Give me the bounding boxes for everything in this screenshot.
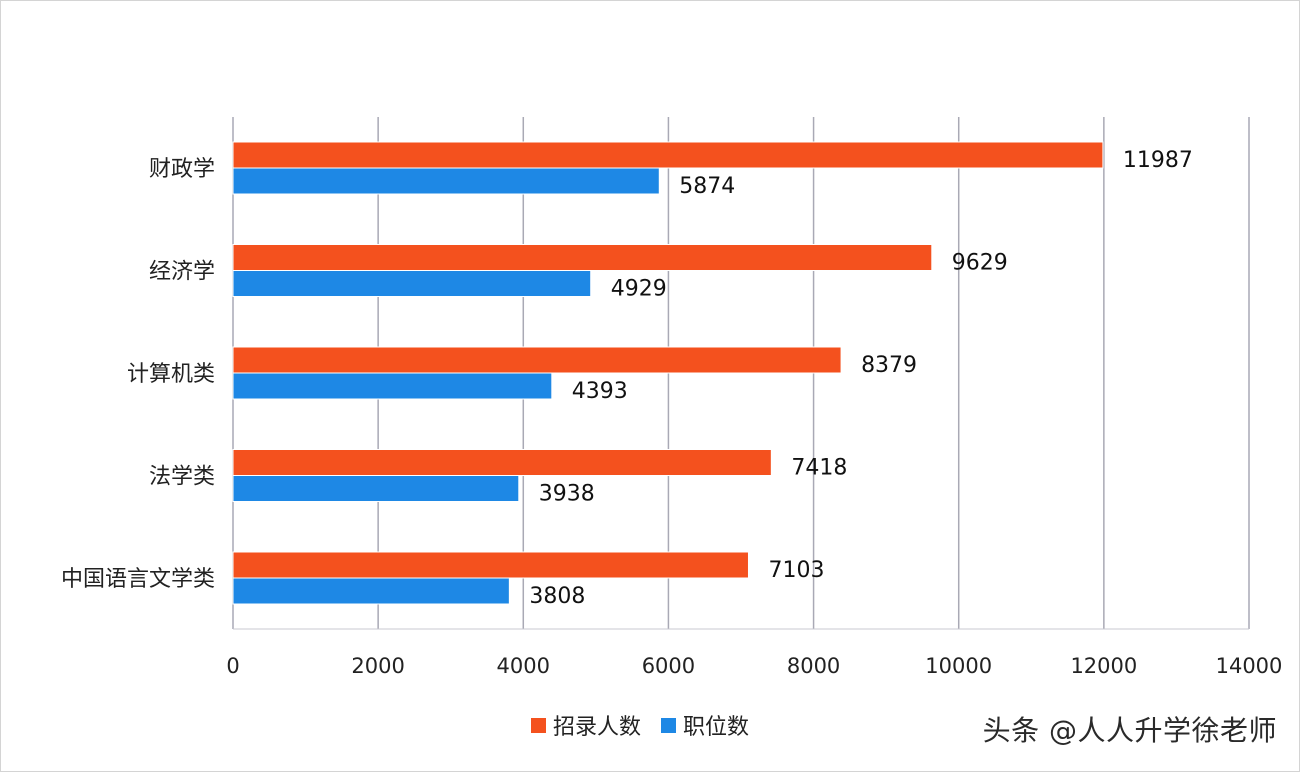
category-label-2: 计算机类 bbox=[127, 362, 215, 387]
value-label-0-1: 9629 bbox=[952, 251, 1008, 276]
bar-0-0 bbox=[232, 141, 1104, 169]
value-label-1-3: 3938 bbox=[539, 482, 595, 507]
legend-label-1: 职位数 bbox=[683, 715, 749, 740]
legend-swatch-0 bbox=[531, 718, 546, 733]
value-label-1-4: 3808 bbox=[529, 584, 585, 609]
x-tick-label-4: 8000 bbox=[787, 654, 840, 678]
x-tick-label-1: 2000 bbox=[351, 654, 404, 678]
bar-0-2 bbox=[232, 346, 842, 374]
x-tick-label-7: 14000 bbox=[1216, 654, 1283, 678]
value-label-0-0: 11987 bbox=[1123, 148, 1193, 173]
labels: 0 2000 4000 6000 8000 10000 12000 14000 财政学 11987… bbox=[61, 148, 1282, 678]
category-label-4: 中国语言文学类 bbox=[61, 567, 215, 592]
watermark: 头条 @人人升学徐老师 bbox=[982, 714, 1277, 747]
category-label-0: 财政学 bbox=[149, 157, 215, 182]
bar-1-3 bbox=[232, 475, 520, 502]
bars bbox=[232, 141, 1104, 605]
category-label-3: 法学类 bbox=[149, 465, 215, 490]
bar-1-1 bbox=[232, 270, 592, 297]
value-label-0-2: 8379 bbox=[861, 353, 917, 378]
x-tick-label-0: 0 bbox=[226, 654, 239, 678]
bar-0-3 bbox=[232, 449, 772, 476]
legend-swatch-1 bbox=[661, 718, 676, 733]
x-tick-label-2: 4000 bbox=[497, 654, 550, 678]
x-tick-label-3: 6000 bbox=[642, 654, 695, 678]
category-label-1: 经济学 bbox=[149, 260, 215, 285]
legend: 招录人数 职位数 bbox=[531, 715, 749, 740]
bar-1-4 bbox=[232, 577, 510, 605]
value-label-0-4: 7103 bbox=[768, 558, 824, 583]
bar-0-4 bbox=[232, 551, 749, 579]
legend-label-0: 招录人数 bbox=[553, 715, 641, 740]
value-label-1-1: 4929 bbox=[611, 277, 667, 302]
bar-0-1 bbox=[232, 244, 933, 271]
x-tick-label-5: 10000 bbox=[925, 654, 992, 678]
value-label-1-2: 4393 bbox=[572, 379, 628, 404]
bar-1-0 bbox=[232, 167, 660, 195]
value-label-1-0: 5874 bbox=[679, 174, 735, 199]
x-tick-label-6: 12000 bbox=[1070, 654, 1137, 678]
bar-1-2 bbox=[232, 372, 553, 400]
value-label-0-3: 7418 bbox=[791, 456, 847, 481]
